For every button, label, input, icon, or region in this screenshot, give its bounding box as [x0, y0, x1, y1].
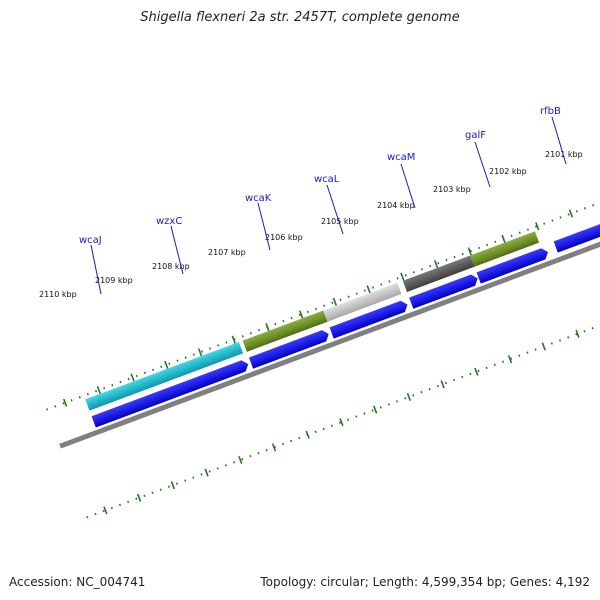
- scale-label-2102: 2102 kbp: [489, 167, 527, 176]
- scale-labels: 2101 kbp 2102 kbp 2103 kbp 2104 kbp 2105…: [39, 150, 583, 299]
- ruler-major-tick: [501, 234, 506, 243]
- map-title: Shigella flexneri 2a str. 2457T, complet…: [140, 10, 460, 25]
- feature-bar-wzxc[interactable]: [323, 282, 402, 322]
- cds-arrow[interactable]: [329, 299, 410, 339]
- map-track-group: [46, 114, 600, 519]
- gene-label-wcam[interactable]: wcaM: [387, 152, 415, 163]
- scale-label-2107: 2107 kbp: [208, 248, 246, 257]
- ruler-major-tick: [96, 386, 102, 395]
- scale-label-2110: 2110 kbp: [39, 290, 77, 299]
- scale-label-2101: 2101 kbp: [545, 150, 583, 159]
- ruler-major-tick: [400, 272, 405, 281]
- gene-label-wcal[interactable]: wcaL: [314, 174, 340, 185]
- ruler-major-tick: [332, 297, 338, 306]
- ruler-major-tick: [238, 455, 243, 464]
- ruler-major-tick: [136, 493, 142, 502]
- ruler-major-tick: [406, 392, 412, 401]
- feature-row-top: [85, 231, 540, 411]
- cds-arrow-row: [91, 215, 600, 428]
- gene-label-wcaj[interactable]: wcaJ: [79, 235, 102, 246]
- ruler-major-tick: [103, 506, 108, 515]
- scale-label-2105: 2105 kbp: [321, 217, 359, 226]
- ruler-major-tick: [265, 323, 270, 332]
- ruler-major-tick: [568, 209, 574, 218]
- gene-label-galf[interactable]: galF: [465, 130, 486, 141]
- ruler-major-tick: [535, 222, 540, 231]
- scale-label-2108: 2108 kbp: [152, 262, 190, 271]
- ruler-major-tick: [204, 468, 209, 477]
- ruler-major-tick: [339, 418, 344, 427]
- ruler-major-tick: [170, 481, 176, 490]
- cds-arrow[interactable]: [476, 246, 551, 284]
- scale-label-2104: 2104 kbp: [377, 201, 415, 210]
- cds-arrow[interactable]: [248, 328, 331, 369]
- cds-arrow[interactable]: [553, 215, 600, 253]
- cds-arrow[interactable]: [409, 273, 480, 309]
- ruler-major-tick: [130, 373, 135, 382]
- outer-tick-ruler: [46, 114, 600, 411]
- gene-labels: rfbB galF wcaM wcaL wcaK wzxC wcaJ: [79, 106, 561, 246]
- scale-label-2109: 2109 kbp: [95, 276, 133, 285]
- feature-bar-wcak[interactable]: [402, 255, 475, 292]
- scale-label-2106: 2106 kbp: [265, 233, 303, 242]
- feature-bar-wcaj[interactable]: [242, 310, 328, 352]
- gene-label-rfbb[interactable]: rfbB: [540, 106, 561, 117]
- ruler-major-tick: [440, 380, 445, 389]
- genome-summary-text: Topology: circular; Length: 4,599,354 bp…: [260, 575, 590, 589]
- ruler-major-tick: [299, 310, 304, 319]
- ruler-major-tick: [197, 348, 203, 357]
- feature-bar-wcal[interactable]: [470, 231, 540, 267]
- genome-backbone: [59, 142, 600, 449]
- feature-bar-cyan[interactable]: [85, 341, 244, 411]
- ruler-major-tick: [474, 367, 479, 376]
- ruler-major-tick: [541, 342, 546, 351]
- ruler-major-tick: [467, 247, 472, 256]
- ruler-major-tick: [575, 329, 580, 338]
- ruler-major-tick: [373, 405, 378, 414]
- ruler-major-tick: [507, 355, 513, 364]
- ruler-major-tick: [305, 430, 310, 439]
- cds-arrow[interactable]: [91, 359, 251, 428]
- gene-label-leaders: [90, 116, 567, 295]
- gene-label-wcak[interactable]: wcaK: [245, 193, 272, 204]
- ruler-major-tick: [231, 335, 236, 344]
- scale-label-2103: 2103 kbp: [433, 185, 471, 194]
- ruler-major-tick: [433, 259, 439, 269]
- inner-major-ticks: [103, 329, 580, 515]
- accession-text: Accession: NC_004741: [9, 575, 146, 589]
- ruler-major-tick: [271, 443, 277, 452]
- ruler-major-tick: [62, 398, 68, 407]
- outer-major-ticks: [62, 209, 574, 407]
- ruler-major-tick: [164, 360, 169, 369]
- gene-label-wzxc[interactable]: wzxC: [156, 216, 182, 227]
- ruler-major-tick: [366, 285, 371, 294]
